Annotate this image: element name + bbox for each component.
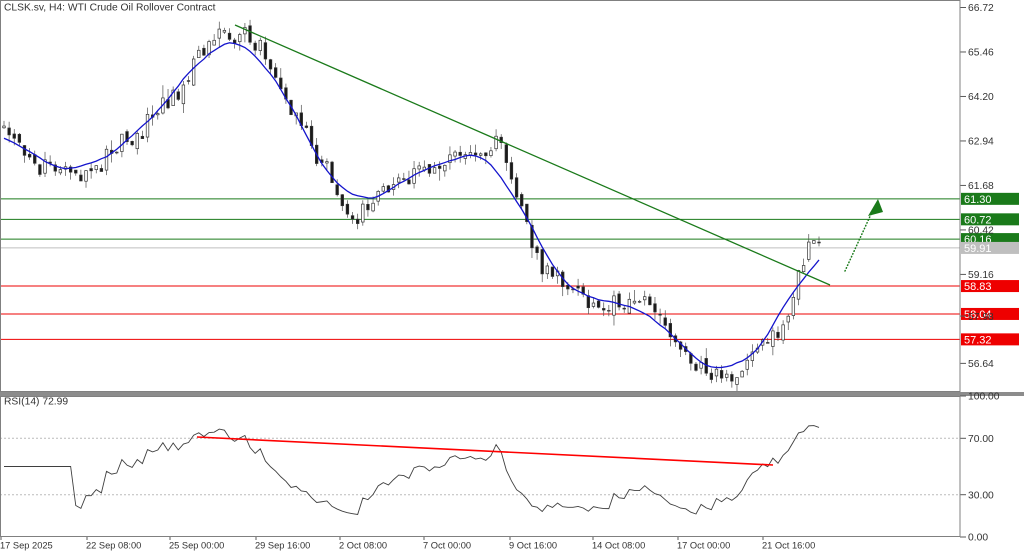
svg-text:70.00: 70.00: [968, 434, 994, 445]
svg-text:61.30: 61.30: [964, 194, 992, 206]
svg-text:CLSK.sv, H4: WTI Crude Oil Ro: CLSK.sv, H4: WTI Crude Oil Rollover Cont…: [4, 3, 216, 14]
svg-text:21 Oct 16:00: 21 Oct 16:00: [762, 540, 815, 550]
svg-text:60.42: 60.42: [968, 226, 994, 237]
svg-text:60.72: 60.72: [964, 214, 992, 226]
svg-text:62.94: 62.94: [968, 137, 994, 148]
svg-text:61.68: 61.68: [968, 181, 994, 192]
svg-text:9 Oct 16:00: 9 Oct 16:00: [509, 540, 557, 550]
svg-text:2 Oct 08:00: 2 Oct 08:00: [339, 540, 387, 550]
svg-text:59.91: 59.91: [964, 243, 992, 255]
svg-text:57.32: 57.32: [964, 334, 992, 346]
svg-text:0.00: 0.00: [968, 533, 988, 544]
svg-text:58.83: 58.83: [964, 281, 992, 293]
svg-text:65.46: 65.46: [968, 48, 994, 59]
svg-text:64.20: 64.20: [968, 92, 994, 103]
svg-text:7 Oct 00:00: 7 Oct 00:00: [423, 540, 471, 550]
svg-text:66.72: 66.72: [968, 3, 994, 14]
svg-text:22 Sep 08:00: 22 Sep 08:00: [86, 540, 141, 550]
svg-text:25 Sep 00:00: 25 Sep 00:00: [169, 540, 224, 550]
svg-text:57.98: 57.98: [968, 312, 994, 323]
svg-text:30.00: 30.00: [968, 490, 994, 501]
svg-text:14 Oct 08:00: 14 Oct 08:00: [592, 540, 645, 550]
svg-text:17 Sep 2025: 17 Sep 2025: [0, 540, 53, 550]
svg-text:59.16: 59.16: [968, 270, 994, 281]
svg-text:100.00: 100.00: [968, 392, 1000, 403]
svg-text:17 Oct 00:00: 17 Oct 00:00: [677, 540, 730, 550]
svg-text:56.64: 56.64: [968, 359, 994, 370]
svg-text:29 Sep 16:00: 29 Sep 16:00: [255, 540, 310, 550]
svg-text:RSI(14) 72.99: RSI(14) 72.99: [4, 397, 68, 408]
